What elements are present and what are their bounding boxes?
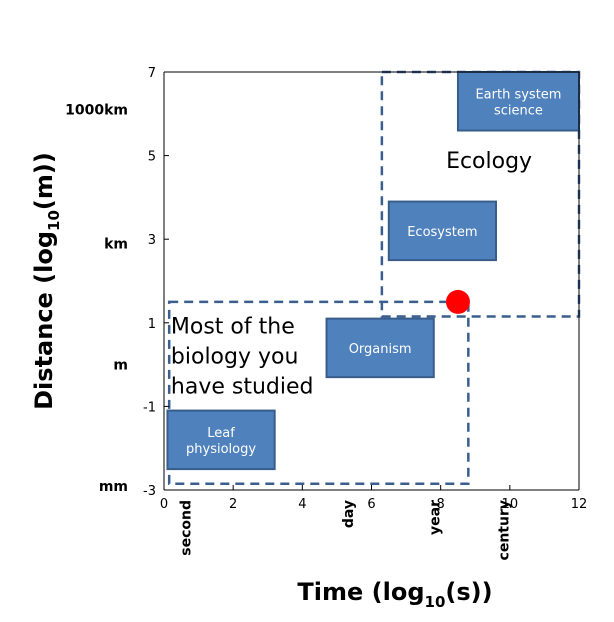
x-tick-label: 0 xyxy=(160,497,168,512)
x-unit-label: second xyxy=(178,500,194,556)
organism-box xyxy=(325,317,435,379)
earth-system-science-label-line: Earth system xyxy=(475,87,561,102)
y-tick-label: 1 xyxy=(148,317,156,332)
x-axis-title-sub: 10 xyxy=(425,593,446,611)
y-tick-label: -3 xyxy=(143,484,156,499)
studied-region xyxy=(167,300,470,485)
leaf-physiology-box xyxy=(166,409,276,471)
y-axis-title-main: Distance (log xyxy=(30,231,58,410)
points-layer xyxy=(445,289,470,314)
y-unit-label: km xyxy=(104,236,128,252)
studied-region-label: Most of the biology you have studied xyxy=(171,314,314,399)
ecology-region-label-line: Ecology xyxy=(446,149,532,174)
y-tick-label: 3 xyxy=(148,233,156,248)
organism-label: Organism xyxy=(349,342,412,357)
y-axis-title-sub: 10 xyxy=(45,210,63,231)
x-tick-label: 2 xyxy=(229,497,237,512)
leaf-physiology-label-line: Leaf xyxy=(207,426,235,441)
ecosystem-label-line: Ecosystem xyxy=(407,225,477,240)
y-axis-title: Distance (log10(m)) xyxy=(30,152,63,410)
earth-system-science-label: Earth system science xyxy=(475,87,561,118)
x-axis-title-tail: (s)) xyxy=(445,578,492,606)
axes-layer: 0 2 4 6 8 10 12 -3 -1 1 3 5 7 second day year century 100… xyxy=(65,66,587,560)
x-unit-label: century xyxy=(497,500,513,560)
ecology-region-label: Ecology xyxy=(446,149,532,174)
x-tick-label: 10 xyxy=(502,497,519,512)
x-tick-label: 6 xyxy=(367,497,375,512)
studied-region-label-line: biology you xyxy=(171,344,299,369)
x-tick-label: 4 xyxy=(298,497,306,512)
ecosystem-box xyxy=(387,200,497,262)
y-unit-label: mm xyxy=(99,479,128,495)
x-axis-title-main: Time (log xyxy=(297,578,424,606)
boxes-layer: Leaf physiology Organism Ecosystem Earth sys… xyxy=(166,71,581,471)
y-unit-label: m xyxy=(113,358,128,374)
x-unit-label: year xyxy=(427,500,443,535)
organism-label-line: Organism xyxy=(349,342,412,357)
y-unit-label: 1000km xyxy=(65,103,128,119)
ecosystem-label: Ecosystem xyxy=(407,225,477,240)
y-axis-title-tail: (m)) xyxy=(30,152,58,210)
leaf-physiology-label: Leaf physiology xyxy=(186,426,256,457)
x-tick-label: 12 xyxy=(571,497,588,512)
y-tick-label: 5 xyxy=(148,150,156,165)
earth-system-science-label-line: science xyxy=(494,103,543,118)
red-dot xyxy=(445,289,470,314)
studied-region-label-line: have studied xyxy=(171,374,314,399)
x-unit-label: day xyxy=(341,500,357,528)
leaf-physiology-label-line: physiology xyxy=(186,442,256,457)
x-axis-title: Time (log10(s)) xyxy=(297,578,492,611)
x-tick-label: 8 xyxy=(437,497,445,512)
studied-region-label-line: Most of the xyxy=(171,314,295,339)
y-tick-label: -1 xyxy=(143,400,156,415)
labels-layer: Ecology Most of the biology you have studie… xyxy=(171,149,532,399)
y-tick-label: 7 xyxy=(148,66,156,81)
